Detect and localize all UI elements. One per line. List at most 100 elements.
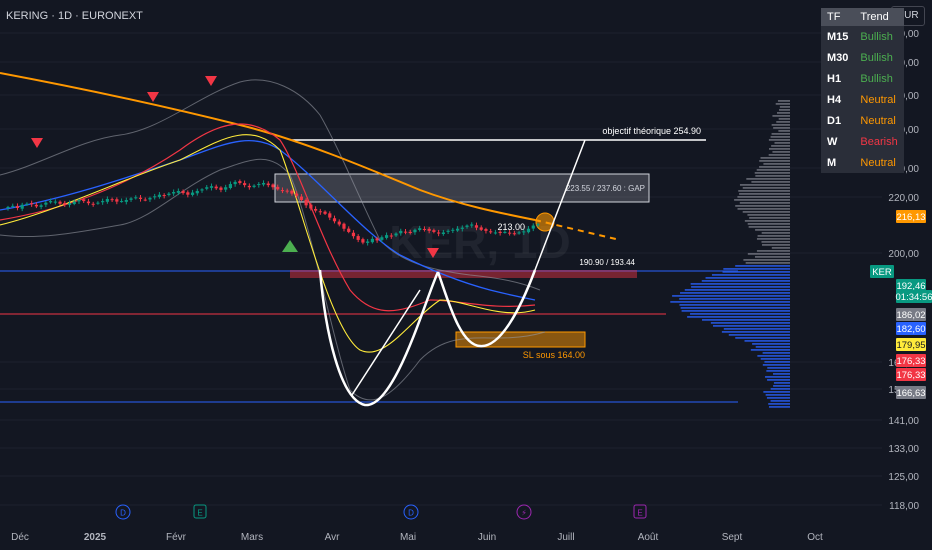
candle-body [148, 198, 151, 200]
candle-body [527, 229, 530, 232]
trend-value: Neutral [854, 152, 903, 173]
volume-profile-bar [778, 100, 790, 102]
volume-profile-bar [771, 145, 790, 147]
candle-body [314, 209, 317, 211]
candle-body [517, 232, 520, 233]
x-tick-label: Mai [400, 532, 416, 543]
x-tick-label: Juill [557, 532, 574, 543]
candle-body [290, 191, 293, 194]
trend-table: TF Trend M15 Bullish M30 Bullish H1 Bullish H4… [821, 8, 904, 173]
volume-profile-bar [713, 325, 790, 327]
trend-timeframe: D1 [821, 110, 854, 131]
trend-value: Bullish [854, 47, 903, 68]
candle-body [262, 183, 265, 185]
volume-profile-bar [735, 265, 790, 267]
volume-profile-bar [767, 379, 790, 381]
x-tick-label: Sept [722, 532, 743, 543]
sell-signal-icon [31, 138, 43, 148]
volume-profile-bar [735, 337, 790, 339]
volume-profile-bar [737, 196, 790, 198]
candle-body [73, 202, 76, 204]
volume-profile-bar [722, 331, 790, 333]
event-marker-label: D [120, 509, 126, 518]
candle-body [11, 206, 14, 207]
volume-profile-bar [772, 115, 790, 117]
candle-body [167, 194, 170, 195]
volume-profile-bar [751, 181, 790, 183]
candle-body [125, 200, 128, 202]
candle-body [489, 231, 492, 232]
volume-profile-bar [755, 175, 790, 177]
trend-value: Bullish [854, 26, 903, 47]
candle-body [536, 224, 539, 225]
volume-profile-bar [687, 316, 790, 318]
volume-profile-bar [763, 364, 790, 366]
volume-profile-bar [755, 229, 790, 231]
volume-profile-bar [748, 223, 790, 225]
volume-profile-bar [752, 343, 790, 345]
candle-body [49, 201, 52, 202]
candle-body [181, 191, 184, 193]
candle-body [357, 236, 360, 240]
trend-timeframe: H1 [821, 68, 854, 89]
candle-body [432, 230, 435, 232]
volume-profile-bar [724, 328, 790, 330]
volume-profile-bar [738, 208, 790, 210]
volume-profile-bar [743, 211, 790, 213]
x-tick-label: Mars [241, 532, 263, 543]
candle-body [177, 191, 180, 193]
candle-body [342, 224, 345, 229]
event-marker-label: ⚡ [521, 509, 527, 518]
y-tick-label: 220,00 [888, 193, 919, 204]
candle-body [6, 207, 9, 208]
volume-profile-bar [739, 193, 790, 195]
candle-body [413, 230, 416, 232]
volume-profile-bar [690, 313, 790, 315]
candle-body [319, 211, 322, 212]
resistance-label: 190.90 / 193.44 [579, 258, 635, 267]
candle-body [286, 191, 289, 192]
volume-profile-bar [679, 304, 790, 306]
volume-profile-bar [780, 106, 790, 108]
trend-timeframe: M15 [821, 26, 854, 47]
y-tick-label: 200,00 [888, 249, 919, 260]
candle-body [494, 232, 497, 233]
volume-profile-bar [729, 334, 790, 336]
volume-profile-bar [765, 376, 790, 378]
candle-body [446, 231, 449, 232]
volume-profile-bar [682, 310, 790, 312]
x-tick-label: Juin [478, 532, 496, 543]
candle-body [68, 203, 71, 205]
volume-profile-bar [691, 286, 790, 288]
candle-body [484, 229, 487, 231]
candle-body [101, 201, 104, 202]
candle-body [442, 232, 445, 234]
volume-profile-bar [776, 121, 790, 123]
candle-body [229, 184, 232, 188]
candle-body [352, 233, 355, 236]
volume-profile-bar [746, 178, 790, 180]
y-tick-label: 125,00 [888, 472, 919, 483]
candle-body [390, 236, 393, 237]
candle-body [172, 192, 175, 193]
volume-profile-bar [779, 118, 790, 120]
volume-profile-bar [773, 127, 790, 129]
y-tick-label: 141,00 [888, 416, 919, 427]
price-badge-label: 179,95 [896, 340, 925, 351]
volume-profile-bar [779, 109, 790, 111]
trend-timeframe: H4 [821, 89, 854, 110]
candle-body [423, 229, 426, 230]
gap-label: 223.55 / 237.60 : GAP [566, 184, 645, 193]
candle-body [224, 187, 227, 189]
volume-profile-bar [685, 289, 790, 291]
volume-profile-bar [743, 259, 790, 261]
event-marker-label: D [408, 509, 414, 518]
event-markers: D E D ⚡ E [116, 505, 646, 519]
candle-body [394, 234, 397, 236]
volume-profile-bar [772, 151, 790, 153]
volume-profile-bar [758, 235, 790, 237]
candle-body [158, 195, 161, 197]
candle-body [215, 187, 218, 189]
volume-profile-bar [706, 277, 790, 279]
